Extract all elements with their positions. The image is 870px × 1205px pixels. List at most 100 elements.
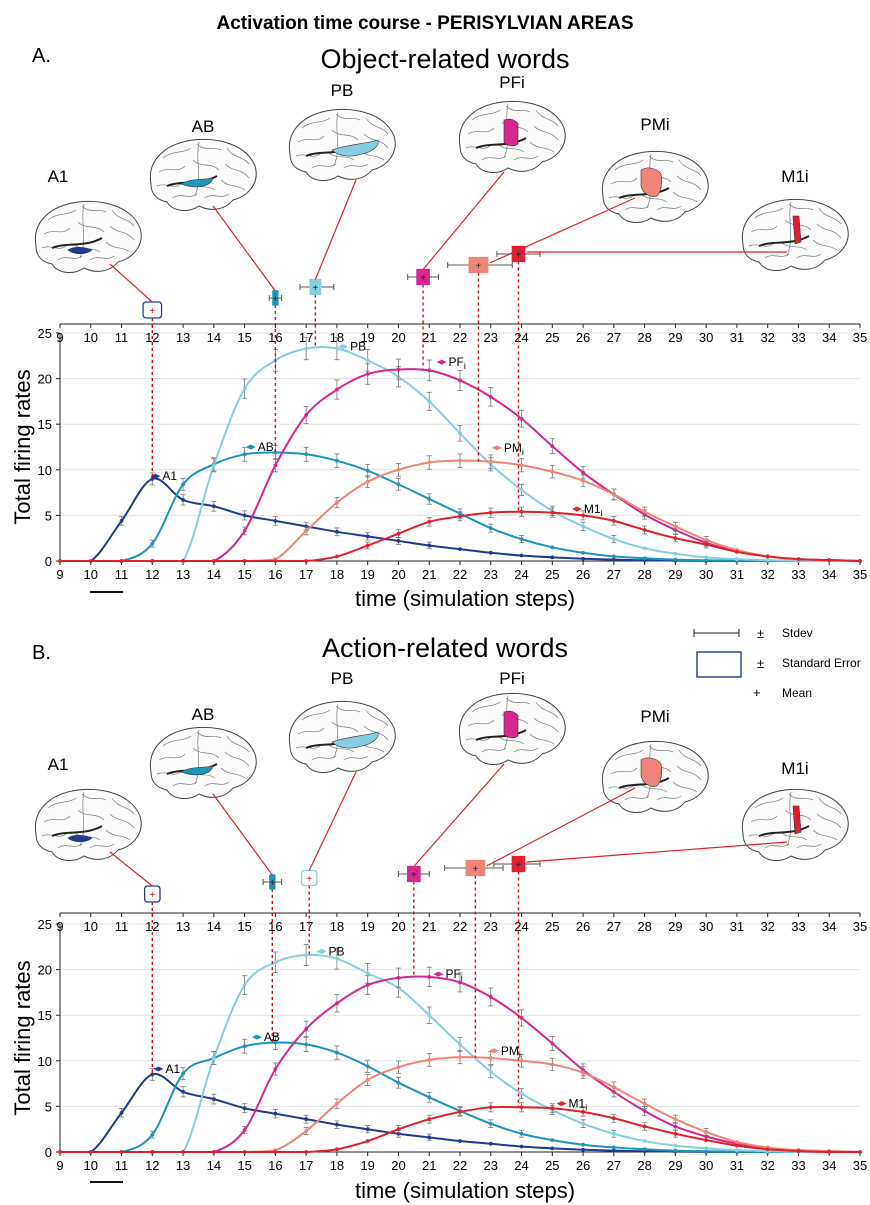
data-point [519, 537, 524, 542]
data-point [642, 1139, 647, 1143]
data-point [150, 559, 155, 563]
data-point [735, 1143, 739, 1148]
x-tick-label: 15 [237, 1158, 251, 1173]
marker-axis-tick-label: 14 [207, 330, 221, 345]
x-tick-label: 15 [237, 567, 251, 582]
brain-gyrus [331, 129, 359, 141]
data-point [335, 1122, 339, 1127]
brain-outline [288, 700, 396, 773]
x-tick-label: 17 [299, 1158, 313, 1173]
brain-icon-a1 [34, 200, 142, 273]
data-point [858, 1150, 862, 1154]
data-point [273, 1150, 278, 1154]
brain-gyrus [111, 797, 135, 815]
brain-label-pmi: PMi [640, 707, 669, 726]
data-point [488, 510, 493, 515]
data-point [519, 1144, 524, 1149]
brain-label-pmi: PMi [640, 115, 669, 134]
data-point [211, 463, 216, 468]
brain-icon-pb [288, 700, 396, 773]
label-marker [488, 1048, 499, 1054]
data-point [581, 1109, 585, 1114]
x-tick-label: 9 [56, 1158, 63, 1173]
data-point [642, 509, 647, 514]
marker-axis-tick-label: 27 [607, 330, 621, 345]
brain-gyrus [301, 117, 331, 129]
data-point [796, 557, 801, 562]
data-point [581, 1070, 585, 1075]
y-tick-label: 15 [38, 1008, 52, 1023]
brain-label-a1: A1 [48, 755, 69, 774]
marker-axis-tick-label: 25 [545, 330, 559, 345]
brain-gyrus [343, 755, 369, 761]
connector-pfi [422, 171, 505, 270]
marker-axis-tick-label: 21 [422, 919, 436, 934]
label-marker [153, 1066, 164, 1072]
connector-m1i [526, 841, 788, 863]
data-point [488, 1105, 493, 1110]
brain-label-m1i: M1i [781, 759, 808, 778]
data-point [550, 555, 555, 560]
line-label-m1i: M1i [584, 502, 603, 518]
x-tick-label: 27 [607, 567, 621, 582]
data-point [550, 469, 555, 474]
data-point [858, 559, 862, 563]
data-point [611, 518, 616, 523]
marker-axis-tick-label: 35 [853, 330, 867, 345]
data-point [704, 555, 709, 560]
data-point [365, 1139, 370, 1143]
marker-axis-tick-label: 19 [360, 330, 374, 345]
data-point [273, 1040, 278, 1045]
data-point [488, 1056, 493, 1060]
data-point [427, 1095, 432, 1100]
panel-b: B. Action-related words 0 5 10 15 20 25 9 10 11 12 1… [10, 633, 867, 1203]
line-label-pmi: PMi [504, 441, 524, 457]
data-point [550, 1138, 555, 1143]
brain-gyrus [505, 105, 531, 113]
brain-gyrus [224, 751, 250, 767]
brain-label-pb: PB [331, 669, 354, 688]
data-point [396, 467, 401, 472]
data-point [119, 1150, 124, 1154]
marker-axis-tick-label: 24 [514, 919, 528, 934]
y-tick-label: 5 [45, 1099, 52, 1114]
brain-outline [34, 200, 142, 273]
mean-marker: + [476, 261, 482, 272]
brain-gyrus [162, 735, 192, 747]
data-point [704, 1138, 709, 1143]
brain-label-ab: AB [192, 705, 215, 724]
brain-gyrus [105, 241, 131, 253]
data-point [550, 1041, 555, 1046]
brain-gyrus [220, 767, 246, 779]
data-point [458, 1055, 462, 1060]
data-point [427, 497, 432, 501]
line-label-a1: A1 [162, 469, 177, 483]
x-tick-label: 31 [730, 1158, 744, 1173]
brain-gyrus [533, 717, 559, 733]
data-point [550, 1106, 555, 1111]
data-point [519, 463, 524, 468]
marker-axis-tick-label: 28 [637, 330, 651, 345]
data-point [488, 526, 493, 531]
data-point [119, 559, 124, 563]
brain-gyrus [343, 163, 369, 169]
connector-pb [314, 179, 357, 280]
data-point [458, 1139, 462, 1143]
brain-gyrus [226, 735, 250, 753]
brain-gyrus [224, 163, 250, 179]
marker-axis-tick-label: 33 [791, 330, 805, 345]
data-point [673, 1148, 678, 1153]
x-tick-label: 18 [330, 1158, 344, 1173]
connector-pfi [413, 763, 505, 867]
data-point [427, 1117, 432, 1122]
brain-gyrus [812, 239, 838, 251]
brain-sylvian-fissure [475, 137, 527, 149]
data-point [242, 1106, 247, 1111]
data-point [396, 975, 401, 980]
brain-gyrus [333, 703, 339, 759]
data-point [673, 1124, 678, 1129]
data-point [611, 1145, 616, 1150]
data-point [242, 1044, 247, 1049]
data-point [427, 368, 432, 373]
data-point [611, 1085, 616, 1090]
